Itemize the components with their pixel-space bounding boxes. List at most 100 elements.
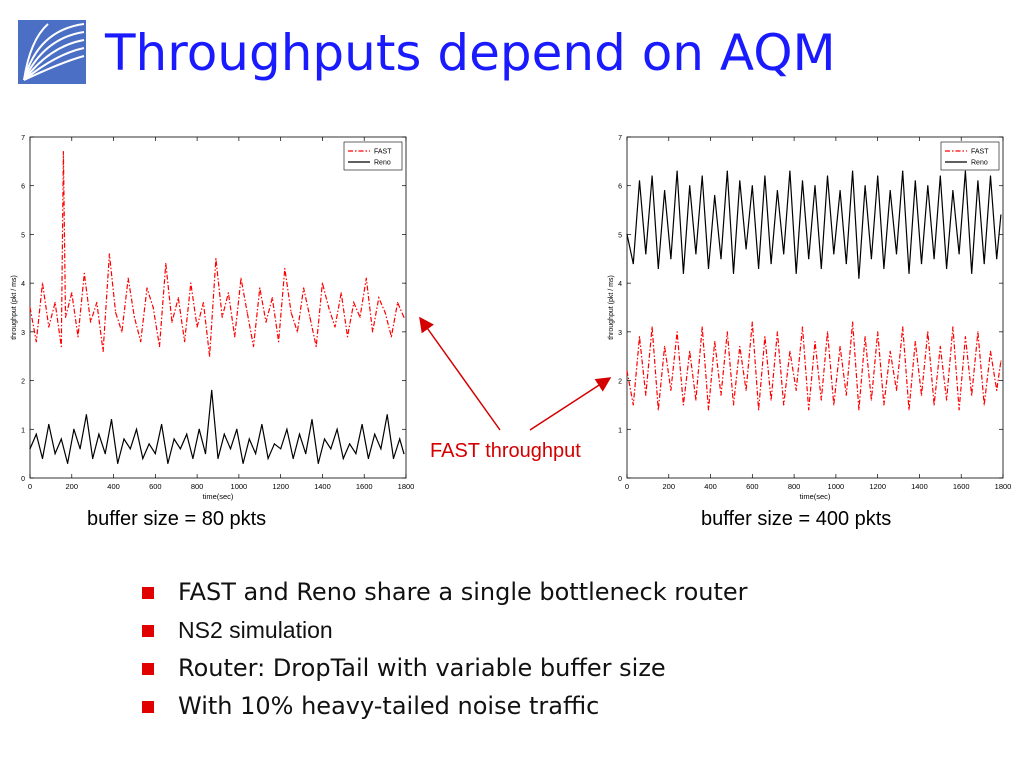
legend-label-reno: Reno bbox=[374, 160, 391, 167]
data-point-reno bbox=[179, 448, 181, 450]
data-point-fast bbox=[71, 292, 73, 294]
data-point-reno bbox=[920, 263, 923, 265]
data-point-fast bbox=[89, 321, 92, 323]
data-point-fast bbox=[758, 409, 760, 411]
bullet-item: NS2 simulation bbox=[140, 612, 748, 650]
data-point-fast bbox=[127, 277, 129, 279]
data-point-fast bbox=[77, 336, 79, 338]
data-point-reno bbox=[664, 189, 666, 192]
data-point-reno bbox=[135, 428, 138, 430]
bullet-item: Router: DropTail with variable buffer si… bbox=[140, 650, 748, 688]
data-point-fast bbox=[858, 409, 860, 411]
data-point-fast bbox=[695, 399, 697, 401]
data-point-fast bbox=[359, 316, 361, 318]
bullet-item: FAST and Reno share a single bottleneck … bbox=[140, 574, 748, 612]
data-point-reno bbox=[814, 185, 816, 187]
data-point-reno bbox=[173, 438, 175, 440]
data-point-reno bbox=[801, 180, 804, 182]
data-point-fast bbox=[920, 394, 923, 396]
data-point-fast bbox=[378, 297, 380, 299]
data-point-fast bbox=[720, 394, 722, 396]
data-point-fast bbox=[783, 404, 785, 406]
x-tick-label: 1800 bbox=[398, 482, 415, 491]
y-tick-label: 0 bbox=[21, 476, 25, 483]
data-point-fast bbox=[927, 331, 929, 333]
data-point-reno bbox=[361, 423, 363, 426]
data-point-fast bbox=[390, 336, 392, 338]
data-point-reno bbox=[682, 272, 684, 274]
data-point-fast bbox=[177, 297, 179, 299]
data-point-fast bbox=[852, 321, 854, 323]
data-point-fast bbox=[789, 350, 791, 352]
fast-throughput-annotation: FAST throughput bbox=[430, 440, 581, 462]
data-point-reno bbox=[701, 175, 703, 177]
data-point-reno bbox=[952, 189, 954, 192]
data-point-reno bbox=[60, 438, 62, 440]
data-point-fast bbox=[334, 326, 336, 328]
x-tick-label: 200 bbox=[663, 482, 676, 491]
data-point-reno bbox=[186, 433, 188, 435]
data-point-reno bbox=[789, 170, 791, 172]
x-tick-label: 600 bbox=[149, 482, 162, 491]
data-point-reno bbox=[895, 253, 898, 255]
x-tick-label: 1800 bbox=[995, 482, 1012, 491]
data-point-reno bbox=[676, 170, 678, 172]
data-point-fast bbox=[814, 341, 816, 343]
data-point-fast bbox=[902, 326, 904, 328]
data-point-fast bbox=[933, 404, 935, 406]
data-point-fast bbox=[252, 345, 255, 348]
y-tick-label: 1 bbox=[21, 427, 25, 434]
data-point-reno bbox=[977, 180, 979, 182]
data-point-reno bbox=[927, 185, 929, 187]
logo-icon bbox=[18, 20, 86, 84]
data-point-fast bbox=[60, 345, 62, 348]
x-tick-label: 1000 bbox=[828, 482, 845, 491]
data-point-reno bbox=[670, 258, 672, 260]
data-point-reno bbox=[280, 448, 282, 450]
data-point-fast bbox=[321, 282, 324, 284]
data-point-reno bbox=[367, 457, 369, 460]
data-point-reno bbox=[403, 453, 405, 455]
data-point-reno bbox=[123, 438, 125, 440]
data-point-reno bbox=[638, 180, 641, 182]
data-point-reno bbox=[167, 462, 169, 464]
data-point-reno bbox=[776, 189, 778, 192]
data-point-fast bbox=[353, 302, 355, 304]
data-point-fast bbox=[196, 326, 198, 328]
data-point-reno bbox=[192, 457, 194, 460]
data-point-fast bbox=[146, 287, 148, 289]
data-point-fast bbox=[315, 345, 317, 348]
data-point-reno bbox=[217, 457, 219, 460]
data-point-reno bbox=[236, 428, 238, 430]
data-point-fast bbox=[895, 389, 898, 391]
data-point-reno bbox=[914, 180, 916, 182]
data-point-reno bbox=[657, 267, 659, 270]
plot-frame bbox=[29, 136, 407, 479]
legend-label-reno: Reno bbox=[971, 160, 988, 167]
data-point-fast bbox=[240, 277, 242, 279]
data-point-fast bbox=[795, 389, 797, 391]
y-tick-label: 5 bbox=[618, 232, 622, 239]
data-point-fast bbox=[946, 399, 948, 401]
y-tick-label: 4 bbox=[618, 281, 622, 288]
data-point-reno bbox=[714, 194, 716, 197]
data-point-reno bbox=[651, 175, 653, 177]
data-point-fast bbox=[657, 409, 659, 411]
data-point-reno bbox=[392, 457, 395, 460]
data-point-reno bbox=[399, 438, 401, 440]
y-tick-label: 2 bbox=[21, 379, 25, 386]
data-point-fast bbox=[977, 331, 979, 333]
data-point-reno bbox=[707, 267, 710, 270]
data-point-fast bbox=[801, 326, 804, 328]
data-point-fast bbox=[284, 267, 286, 270]
data-point-fast bbox=[664, 345, 666, 348]
x-tick-label: 1200 bbox=[272, 482, 289, 491]
data-point-fast bbox=[202, 302, 204, 304]
data-point-reno bbox=[92, 457, 94, 460]
data-point-reno bbox=[689, 185, 691, 187]
data-point-fast bbox=[277, 341, 280, 343]
data-point-fast bbox=[296, 331, 298, 333]
data-point-reno bbox=[110, 418, 113, 421]
slide-title: Throughputs depend on AQM bbox=[105, 24, 836, 82]
data-point-fast bbox=[714, 341, 716, 343]
